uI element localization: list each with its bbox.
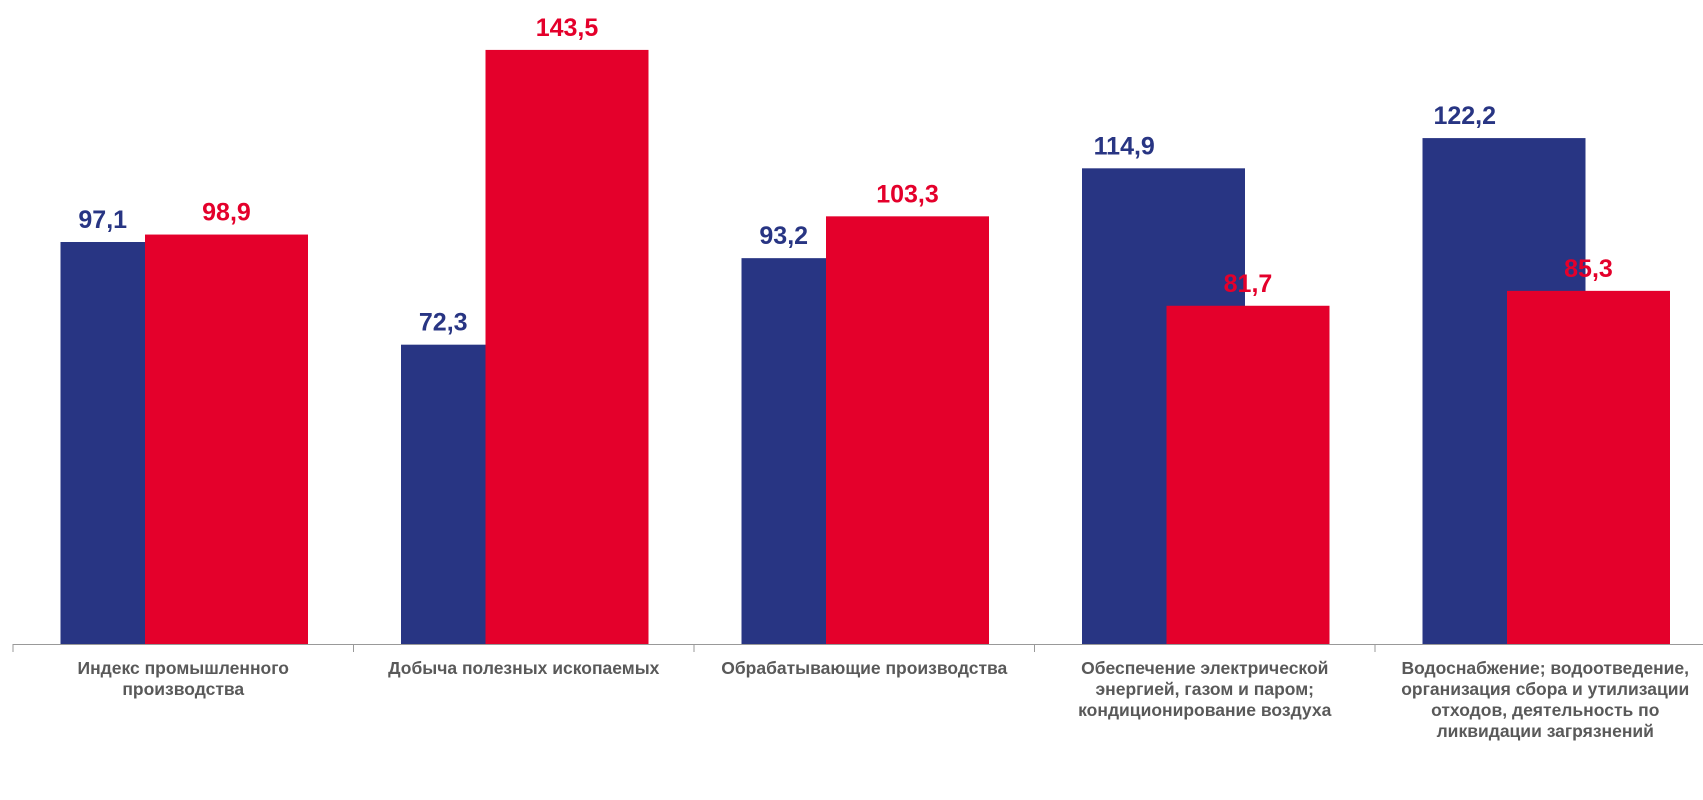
value-label: 98,9 [202,199,251,227]
bar [1507,290,1670,644]
value-label: 72,3 [419,309,468,337]
x-tick-label: Индекс промышленного производства [77,658,289,699]
bar [826,216,989,644]
x-tick-label: Обеспечение электрической энергией, газо… [1078,658,1332,720]
value-label: 85,3 [1564,255,1613,283]
value-label: 103,3 [876,180,939,208]
value-label: 97,1 [78,206,127,234]
value-label: 114,9 [1094,132,1155,160]
x-tick-label: Водоснабжение; водоотведение, организаци… [1401,658,1690,741]
bar [485,49,649,645]
x-tick-label: Обрабатывающие производства [721,658,1008,678]
value-label: 81,7 [1224,270,1273,298]
bar [1166,305,1330,644]
value-label: 143,5 [536,14,599,42]
value-label: 122,2 [1433,102,1496,130]
x-tick-label: Добыча полезных ископаемых [388,658,660,678]
bar [145,234,308,644]
value-label: 93,2 [759,222,808,250]
